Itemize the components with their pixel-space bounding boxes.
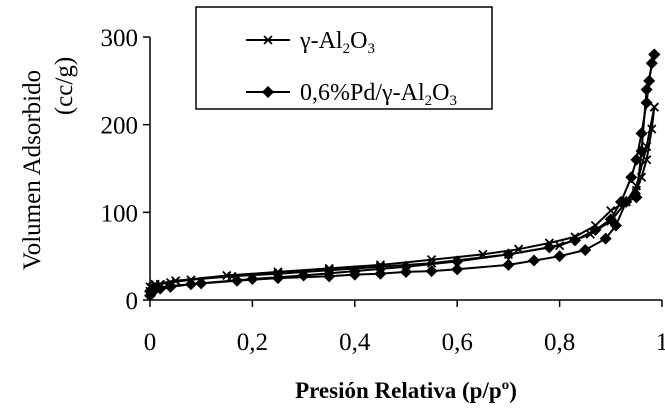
data-point-pd-alumina bbox=[599, 232, 612, 245]
data-point-pd-alumina bbox=[451, 263, 464, 276]
data-point-alumina bbox=[375, 262, 386, 272]
legend-marker-pd-alumina bbox=[262, 86, 274, 98]
data-point-alumina bbox=[649, 102, 659, 112]
plot-markers bbox=[144, 48, 661, 302]
data-point-alumina bbox=[631, 185, 642, 196]
data-point-pd-alumina bbox=[648, 48, 661, 61]
data-point-pd-alumina bbox=[272, 272, 284, 285]
data-point-pd-alumina bbox=[630, 191, 643, 204]
data-point-pd-alumina bbox=[164, 279, 177, 292]
data-point-pd-alumina bbox=[323, 270, 336, 283]
data-point-alumina bbox=[426, 255, 437, 265]
data-point-pd-alumina bbox=[502, 248, 515, 261]
data-point-pd-alumina bbox=[643, 74, 656, 87]
data-point-pd-alumina bbox=[528, 254, 540, 267]
data-point-pd-alumina bbox=[553, 250, 566, 263]
data-point-alumina bbox=[324, 263, 334, 274]
data-point-pd-alumina bbox=[231, 274, 244, 287]
data-point-pd-alumina bbox=[640, 96, 653, 109]
legend-label-pd-alumina: 0,6%Pd/γ-Al2O3 bbox=[300, 80, 457, 109]
data-point-pd-alumina bbox=[615, 195, 628, 208]
x-tick-label: 0 bbox=[144, 329, 157, 356]
data-point-alumina bbox=[324, 265, 334, 275]
data-point-alumina bbox=[606, 205, 616, 216]
data-point-pd-alumina bbox=[348, 265, 361, 278]
data-point-pd-alumina bbox=[425, 265, 438, 278]
data-point-pd-alumina bbox=[640, 83, 653, 96]
data-point-alumina bbox=[375, 260, 386, 270]
data-point-pd-alumina bbox=[589, 223, 602, 236]
data-point-alumina bbox=[642, 155, 652, 165]
series-line-alumina-desorption bbox=[149, 106, 656, 288]
data-point-alumina bbox=[636, 172, 647, 182]
data-point-pd-alumina bbox=[645, 57, 658, 70]
x-axis-title: Presión Relativa (p/pº) bbox=[295, 378, 517, 403]
data-point-pd-alumina bbox=[579, 244, 592, 257]
x-tick-label: 0,4 bbox=[339, 329, 371, 356]
data-point-pd-alumina bbox=[184, 278, 197, 291]
data-point-pd-alumina bbox=[543, 241, 556, 254]
x-tick-label: 0,8 bbox=[544, 329, 575, 356]
data-point-pd-alumina bbox=[297, 269, 310, 282]
data-point-pd-alumina bbox=[195, 277, 208, 290]
data-point-pd-alumina bbox=[451, 255, 464, 268]
data-point-pd-alumina bbox=[635, 127, 648, 140]
data-point-pd-alumina bbox=[400, 260, 412, 273]
legend-marker-alumina bbox=[263, 35, 273, 45]
y-tick-label: 300 bbox=[101, 25, 139, 52]
data-point-alumina bbox=[222, 270, 232, 281]
x-tick-label: 1 bbox=[656, 329, 665, 356]
data-point-pd-alumina bbox=[635, 144, 648, 157]
y-tick-label: 200 bbox=[101, 113, 139, 140]
data-point-alumina bbox=[426, 258, 437, 268]
legend: γ-Al2O3 0,6%Pd/γ-Al2O3 bbox=[195, 6, 493, 110]
data-point-alumina bbox=[647, 124, 657, 134]
data-point-alumina bbox=[478, 249, 488, 260]
data-point-alumina bbox=[554, 241, 565, 251]
legend-label-alumina: γ-Al2O3 bbox=[299, 28, 375, 57]
x-tick-label: 0,2 bbox=[237, 329, 268, 356]
legend-box bbox=[195, 6, 493, 110]
data-point-pd-alumina bbox=[502, 258, 515, 271]
y-axis-title: Volumen Adsorbido (cc/g) bbox=[19, 57, 78, 270]
data-point-pd-alumina bbox=[568, 234, 581, 247]
y-tick-label: 0 bbox=[126, 288, 139, 315]
axes: 0 100 200 300 0 0,2 0,4 0,6 0,8 1 bbox=[101, 25, 665, 356]
y-tick-label: 100 bbox=[101, 200, 139, 227]
data-point-pd-alumina bbox=[625, 171, 638, 184]
data-point-pd-alumina bbox=[374, 267, 387, 280]
data-point-pd-alumina bbox=[630, 153, 643, 166]
y-axis-title-line1: Volumen Adsorbido bbox=[19, 70, 46, 270]
data-point-pd-alumina bbox=[604, 213, 617, 226]
y-axis-title-line2: (cc/g) bbox=[51, 57, 78, 115]
data-point-alumina bbox=[514, 244, 524, 254]
data-point-alumina bbox=[273, 267, 283, 277]
x-tick-label: 0,6 bbox=[442, 329, 473, 356]
data-point-pd-alumina bbox=[246, 272, 259, 285]
